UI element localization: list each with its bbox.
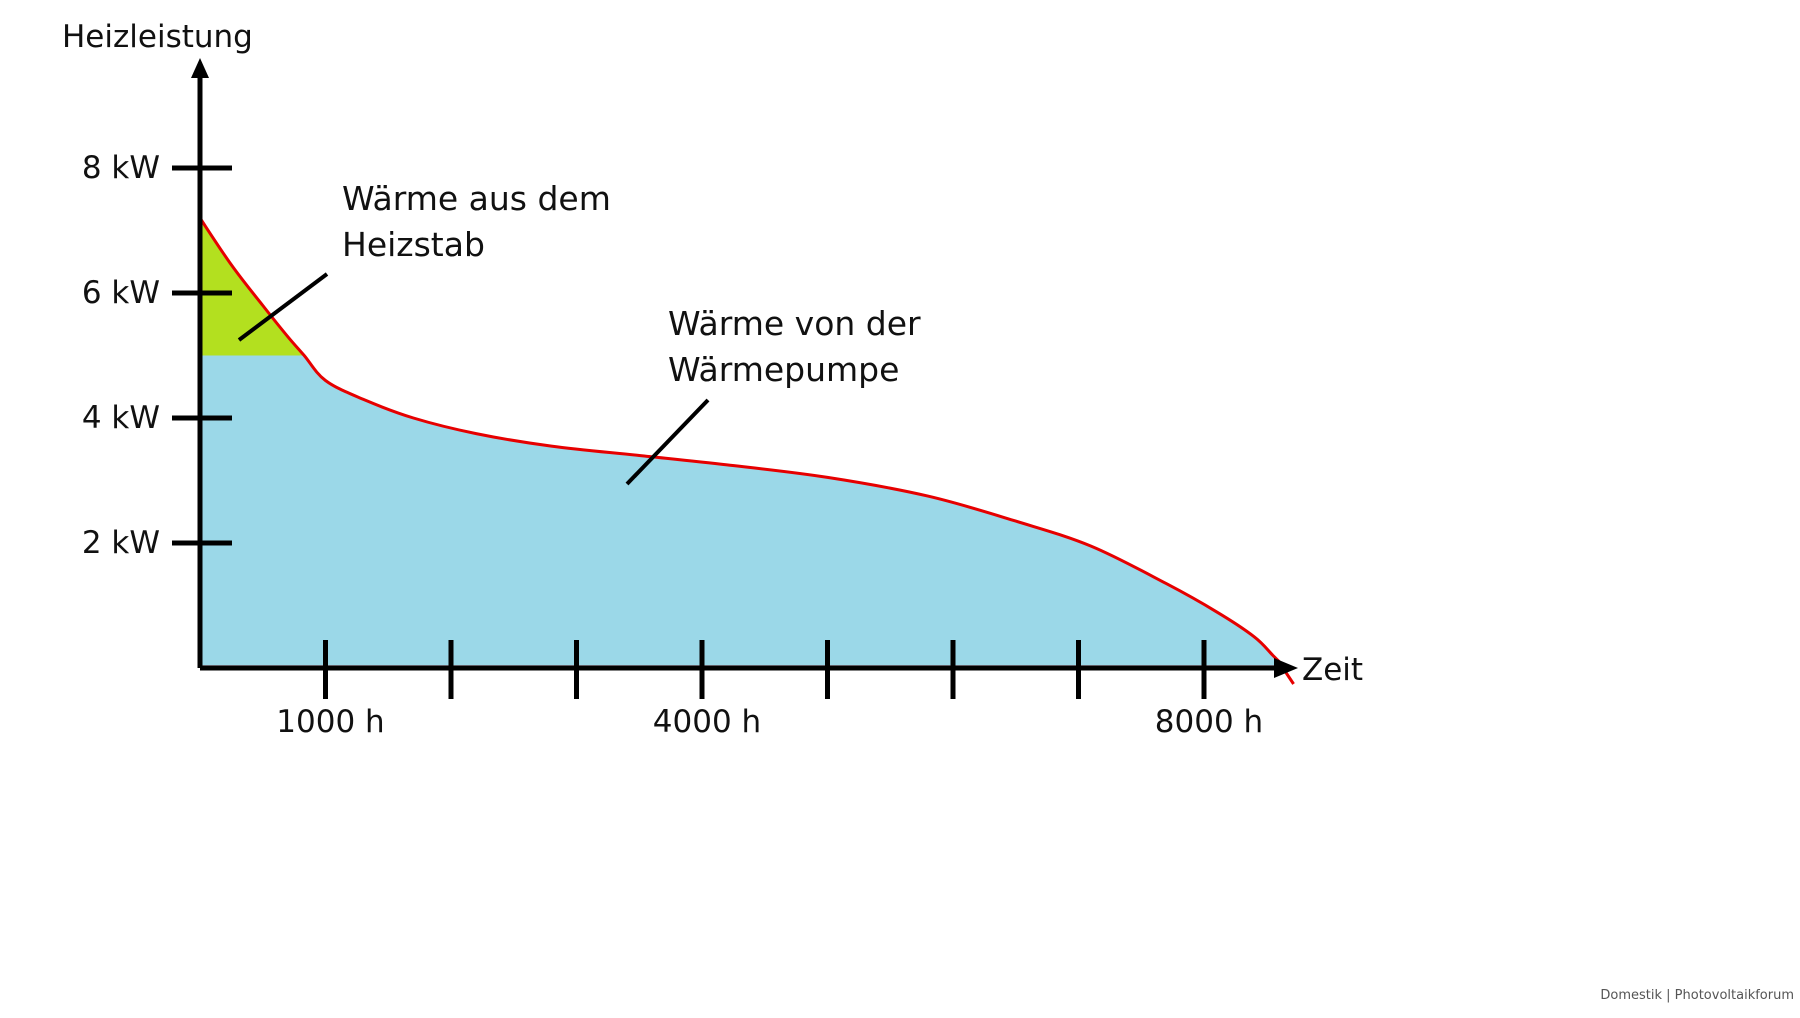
y-tick-label: 8 kW bbox=[82, 150, 160, 186]
y-axis-title: Heizleistung bbox=[62, 19, 253, 55]
x-tick-label: 8000 h bbox=[1155, 704, 1263, 740]
heat-pump-annotation-line: Wärme von der bbox=[668, 304, 921, 343]
heat-pump-annotation-line: Wärmepumpe bbox=[668, 350, 899, 389]
image-credit: Domestik | Photovoltaikforum bbox=[1600, 988, 1794, 1003]
axes-group bbox=[172, 58, 1298, 699]
y-axis-arrow-icon bbox=[191, 58, 209, 78]
heat-pump-area bbox=[200, 355, 1286, 668]
heat-pump-annotation: Wärme von der Wärmepumpe bbox=[668, 304, 921, 389]
labels-group: 2 kW 4 kW 6 kW 8 kW 1000 h 4000 h 8000 h Heizle… bbox=[62, 19, 1363, 740]
y-tick-label: 2 kW bbox=[82, 525, 160, 561]
x-axis-arrow-icon bbox=[1274, 658, 1298, 678]
heating-rod-area bbox=[200, 218, 305, 356]
x-tick-label: 4000 h bbox=[653, 704, 761, 740]
heat-pump-leader-line bbox=[625, 398, 710, 486]
heating-rod-annotation: Wärme aus dem Heizstab bbox=[342, 179, 611, 264]
y-tick-label: 6 kW bbox=[82, 275, 160, 311]
heating-rod-annotation-line: Heizstab bbox=[342, 225, 485, 264]
heat-demand-curve bbox=[198, 217, 1287, 670]
areas-group bbox=[198, 217, 1295, 685]
heating-rod-leader-line bbox=[237, 272, 329, 342]
heating-rod-annotation-line: Wärme aus dem bbox=[342, 179, 611, 218]
x-axis-title: Zeit bbox=[1302, 652, 1363, 688]
x-tick-label: 1000 h bbox=[276, 704, 384, 740]
y-tick-label: 4 kW bbox=[82, 400, 160, 436]
